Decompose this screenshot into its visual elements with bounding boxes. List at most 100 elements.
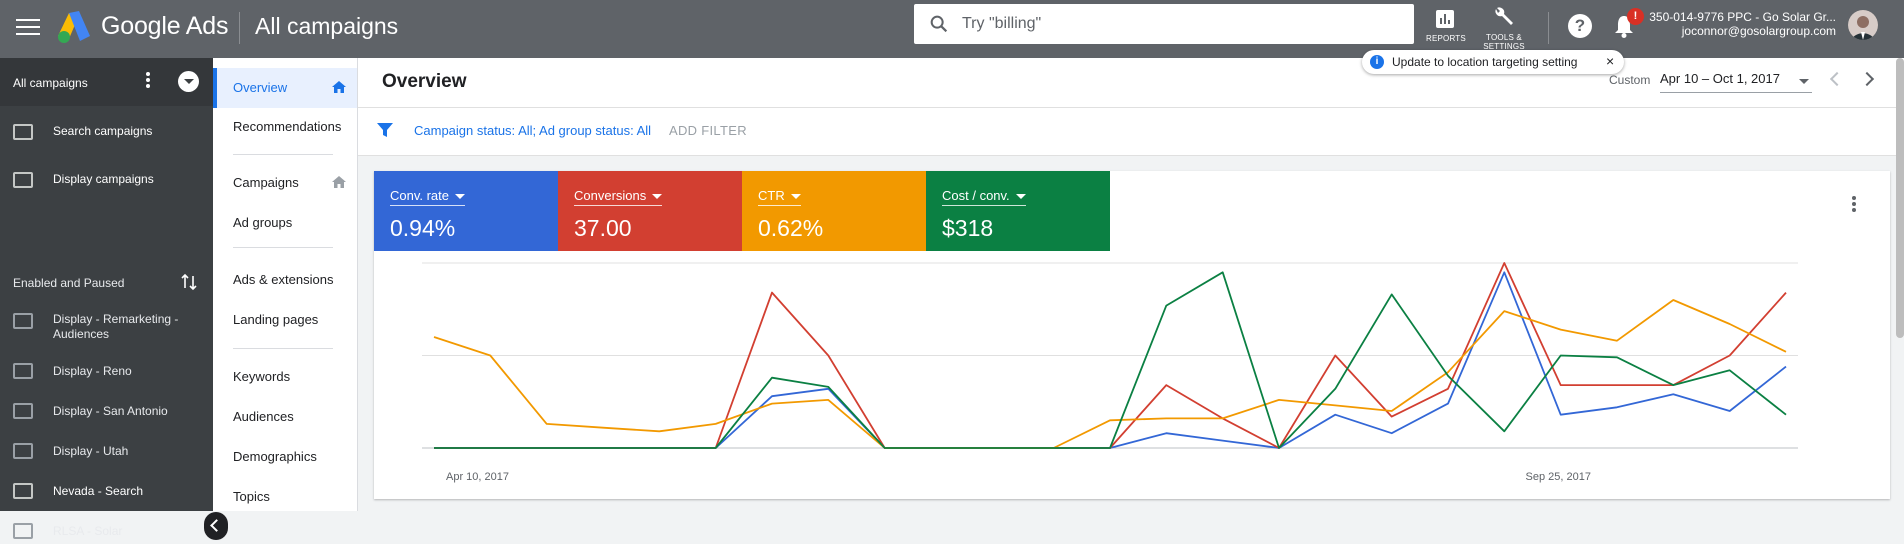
nav-item-recommendations[interactable]: Recommendations — [233, 119, 342, 134]
chevron-right-icon[interactable] — [1859, 71, 1875, 87]
nav-item-keywords[interactable]: Keywords — [233, 369, 291, 384]
brand-name: Google Ads — [101, 12, 229, 40]
campaign-label: Nevada - Search — [53, 484, 144, 498]
series-line-ctr[interactable] — [433, 299, 1787, 449]
campaign-status-label: Campaign status: — [414, 123, 519, 138]
filter-bar: Campaign status: All; Ad group status: A… — [358, 108, 1904, 156]
collapse-sidebar-button[interactable] — [204, 512, 228, 540]
date-label: Custom — [1609, 73, 1651, 87]
tools-settings-button[interactable]: TOOLS & SETTINGS — [1482, 4, 1526, 51]
toolbar-divider — [1548, 12, 1549, 44]
sidebar-campaign-item[interactable]: Display - San Antonio — [0, 400, 213, 424]
performance-chart-card: Conv. rate 0.94% Conversions 37.00 CTR 0.62% C… — [374, 171, 1890, 499]
home-icon[interactable] — [331, 80, 347, 94]
campaign-status-value: All — [518, 123, 533, 138]
search-campaign-icon — [13, 124, 33, 140]
sidebar-campaign-item[interactable]: Nevada - Search — [0, 480, 213, 504]
nav-active-highlight — [213, 68, 357, 108]
metric-tile[interactable]: CTR 0.62% — [742, 171, 926, 251]
account-email: joconnor@gosolargroup.com — [1681, 24, 1836, 38]
sidebar-campaign-item[interactable]: Display - Reno — [0, 360, 213, 384]
nav-item-overview[interactable]: Overview — [233, 80, 288, 95]
nav-item-ad-groups[interactable]: Ad groups — [233, 215, 293, 230]
account-info[interactable]: 350-014-9776 PPC - Go Solar Gr... joconn… — [1640, 10, 1836, 38]
location-targeting-toast[interactable]: i Update to location targeting setting × — [1362, 50, 1624, 74]
sidebar-item-display-campaigns[interactable]: Display campaigns — [0, 168, 213, 194]
nav-divider — [233, 154, 333, 155]
sidebar-campaign-item[interactable]: RLSA - Solar — [0, 520, 213, 544]
filter-icon[interactable] — [377, 122, 393, 138]
search-campaign-icon — [13, 483, 33, 499]
nav-divider — [233, 247, 333, 248]
metric-name[interactable]: Cost / conv. — [942, 188, 1026, 206]
nav-item-campaigns[interactable]: Campaigns — [233, 175, 299, 190]
nav-item-audiences[interactable]: Audiences — [233, 409, 294, 424]
page-title: All campaigns — [255, 13, 399, 39]
metric-tile[interactable]: Conv. rate 0.94% — [374, 171, 558, 251]
campaign-label: Display - Utah — [53, 444, 129, 458]
overview-header: Overview Custom Apr 10 – Oct 1, 2017 — [358, 58, 1904, 108]
google-ads-logo — [58, 11, 90, 43]
metric-value: 0.62% — [758, 215, 824, 241]
search-campaign-icon — [13, 523, 33, 539]
scrollbar[interactable] — [1896, 58, 1904, 338]
menu-icon[interactable] — [16, 15, 40, 39]
account-name: 350-014-9776 PPC - Go Solar Gr... — [1649, 10, 1836, 24]
display-campaign-icon — [13, 313, 33, 329]
sidebar-header[interactable]: All campaigns — [0, 58, 213, 106]
chevron-left-icon[interactable] — [1829, 71, 1845, 87]
divider — [239, 12, 240, 44]
x-axis-end-label: Sep 25, 2017 — [1525, 471, 1591, 483]
performance-line-chart — [422, 262, 1798, 449]
campaign-label: Display - Reno — [53, 364, 132, 378]
series-line-conv-rate[interactable] — [434, 271, 1787, 449]
reports-button[interactable]: REPORTS — [1426, 4, 1466, 43]
main-content: Overview Custom Apr 10 – Oct 1, 2017 Cam… — [358, 58, 1904, 511]
chevron-down-icon[interactable] — [1799, 79, 1809, 84]
metric-name[interactable]: Conv. rate — [390, 188, 466, 206]
more-vert-icon[interactable] — [1852, 196, 1858, 216]
wrench-icon — [1495, 7, 1513, 25]
date-range-picker[interactable]: Apr 10 – Oct 1, 2017 — [1660, 71, 1812, 93]
series-line-cost-conv[interactable] — [434, 271, 1787, 449]
metric-name[interactable]: Conversions — [574, 188, 663, 206]
add-filter-button[interactable]: ADD FILTER — [669, 123, 747, 138]
toast-text: Update to location targeting setting — [1392, 55, 1578, 69]
more-vert-icon[interactable] — [146, 72, 152, 92]
sidebar-item-search-campaigns[interactable]: Search campaigns — [0, 120, 213, 146]
display-campaign-icon — [13, 172, 33, 188]
search-box[interactable]: Try "billing" — [914, 4, 1414, 44]
display-campaign-icon — [13, 403, 33, 419]
sidebar-section-label: Enabled and Paused — [13, 276, 125, 290]
sidebar-campaign-item[interactable]: Display - Remarketing - Audiences — [0, 308, 213, 348]
sidebar-header-title: All campaigns — [13, 76, 88, 90]
nav-item-ads-extensions[interactable]: Ads & extensions — [233, 272, 334, 287]
metric-value: 37.00 — [574, 215, 632, 241]
sort-icon[interactable] — [181, 273, 197, 291]
nav-active-indicator — [213, 68, 217, 108]
sidebar-item-label: Display campaigns — [53, 172, 154, 186]
tools-label-2: SETTINGS — [1483, 42, 1525, 51]
info-icon: i — [1370, 55, 1384, 69]
x-axis-start-label: Apr 10, 2017 — [446, 471, 509, 483]
avatar[interactable] — [1848, 10, 1878, 40]
overview-title: Overview — [382, 71, 467, 92]
nav-item-demographics[interactable]: Demographics — [233, 449, 317, 464]
display-campaign-icon — [13, 443, 33, 459]
sidebar-item-label: Search campaigns — [53, 124, 153, 138]
notification-badge: ! — [1627, 8, 1644, 25]
help-icon[interactable]: ? — [1568, 14, 1592, 38]
metric-tile[interactable]: Conversions 37.00 — [558, 171, 742, 251]
metric-tile[interactable]: Cost / conv. $318 — [926, 171, 1110, 251]
nav-item-landing-pages[interactable]: Landing pages — [233, 312, 319, 327]
filter-summary[interactable]: Campaign status: All; Ad group status: A… — [414, 123, 651, 138]
sidebar-campaign-item[interactable]: Display - Utah — [0, 440, 213, 464]
metric-name[interactable]: CTR — [758, 188, 801, 206]
nav-item-topics[interactable]: Topics — [233, 489, 270, 504]
close-icon[interactable]: × — [1606, 53, 1615, 69]
metric-value: $318 — [942, 215, 994, 241]
ad-group-status-label: ; Ad group status: — [532, 123, 637, 138]
dropdown-icon[interactable] — [178, 71, 199, 92]
reports-label: REPORTS — [1426, 34, 1466, 43]
home-icon[interactable] — [331, 175, 347, 189]
